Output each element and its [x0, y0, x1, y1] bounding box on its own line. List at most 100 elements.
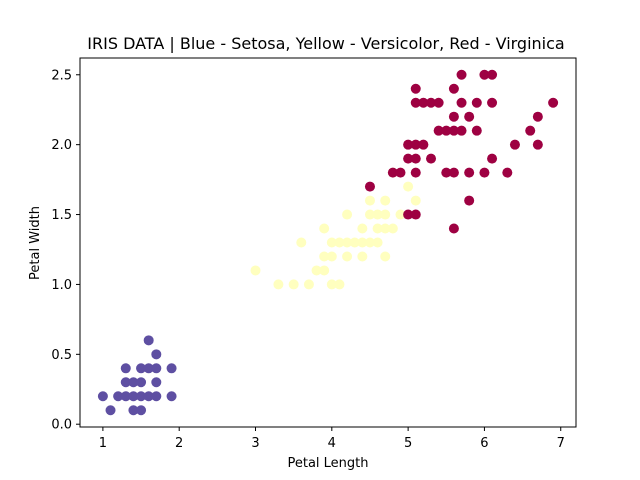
scatter-point	[441, 167, 452, 178]
scatter-point	[136, 363, 147, 374]
scatter-point	[273, 279, 284, 290]
scatter-point	[502, 167, 513, 178]
y-tick-label: 1.0	[51, 278, 72, 293]
scatter-point	[448, 83, 459, 94]
scatter-point	[448, 223, 459, 234]
scatter-point	[128, 405, 139, 416]
scatter-point	[151, 363, 162, 374]
scatter-point	[120, 391, 131, 402]
scatter-point	[380, 251, 391, 262]
scatter-point	[319, 265, 330, 276]
scatter-point	[410, 153, 421, 164]
scatter-point	[136, 377, 147, 388]
scatter-point	[387, 167, 398, 178]
scatter-point	[448, 167, 459, 178]
scatter-point	[319, 223, 330, 234]
plot-frame	[79, 57, 577, 428]
scatter-point	[532, 111, 543, 122]
scatter-point	[509, 139, 520, 150]
scatter-point	[487, 69, 498, 80]
scatter-point	[364, 181, 375, 192]
scatter-point	[426, 153, 437, 164]
data-points	[97, 69, 559, 416]
x-tick-label: 4	[328, 436, 336, 451]
scatter-point	[532, 139, 543, 150]
scatter-point	[433, 125, 444, 136]
scatter-point	[441, 125, 452, 136]
scatter-point	[464, 167, 475, 178]
scatter-point	[418, 139, 429, 150]
scatter-point	[456, 69, 467, 80]
x-axis-label: Petal Length	[287, 456, 368, 471]
scatter-point	[471, 125, 482, 136]
scatter-point	[548, 97, 559, 108]
x-axis: 1 2 3 4 5 6 7	[99, 427, 565, 451]
scatter-point	[410, 167, 421, 178]
scatter-point	[380, 195, 391, 206]
scatter-point	[166, 363, 177, 374]
scatter-point	[143, 391, 154, 402]
y-tick-label: 2.0	[51, 138, 72, 153]
scatter-point	[372, 223, 383, 234]
scatter-point	[410, 195, 421, 206]
scatter-point	[403, 209, 414, 220]
scatter-point	[364, 209, 375, 220]
scatter-point	[342, 251, 353, 262]
x-tick-label: 5	[404, 436, 412, 451]
scatter-point	[410, 97, 421, 108]
scatter-point	[143, 363, 154, 374]
scatter-point	[357, 223, 368, 234]
scatter-point	[342, 237, 353, 248]
scatter-point	[525, 125, 536, 136]
scatter-point	[403, 153, 414, 164]
scatter-point	[464, 195, 475, 206]
scatter-point	[326, 279, 337, 290]
scatter-point	[288, 279, 299, 290]
y-tick-label: 0.5	[51, 348, 72, 363]
scatter-point	[403, 181, 414, 192]
scatter-point	[380, 223, 391, 234]
scatter-point	[479, 69, 490, 80]
x-tick-label: 1	[99, 436, 107, 451]
x-tick-label: 7	[557, 436, 565, 451]
scatter-point	[380, 209, 391, 220]
x-tick-label: 3	[251, 436, 259, 451]
scatter-point	[410, 139, 421, 150]
scatter-point	[136, 405, 147, 416]
scatter-point	[311, 265, 322, 276]
scatter-point	[120, 377, 131, 388]
scatter-point	[487, 97, 498, 108]
scatter-point	[433, 97, 444, 108]
scatter-point	[357, 237, 368, 248]
scatter-point	[410, 209, 421, 220]
scatter-point	[364, 195, 375, 206]
scatter-point	[342, 209, 353, 220]
scatter-point	[326, 251, 337, 262]
scatter-point	[296, 237, 307, 248]
scatter-point	[364, 237, 375, 248]
scatter-point	[97, 391, 108, 402]
scatter-point	[151, 391, 162, 402]
scatter-point	[403, 139, 414, 150]
scatter-point	[418, 97, 429, 108]
scatter-point	[334, 237, 345, 248]
scatter-point	[128, 377, 139, 388]
scatter-point	[136, 391, 147, 402]
scatter-point	[448, 125, 459, 136]
scatter-point	[349, 237, 360, 248]
scatter-point	[464, 111, 475, 122]
scatter-point	[395, 209, 406, 220]
scatter-point	[143, 335, 154, 346]
scatter-point	[319, 251, 330, 262]
scatter-point	[113, 391, 124, 402]
x-tick-label: 2	[175, 436, 183, 451]
scatter-point	[128, 391, 139, 402]
scatter-point	[166, 391, 177, 402]
scatter-point	[471, 97, 482, 108]
scatter-point	[456, 125, 467, 136]
y-axis: 0.0 0.5 1.0 1.5 2.0 2.5	[51, 68, 80, 433]
scatter-point	[120, 363, 131, 374]
scatter-point	[387, 223, 398, 234]
x-tick-label: 6	[480, 436, 488, 451]
